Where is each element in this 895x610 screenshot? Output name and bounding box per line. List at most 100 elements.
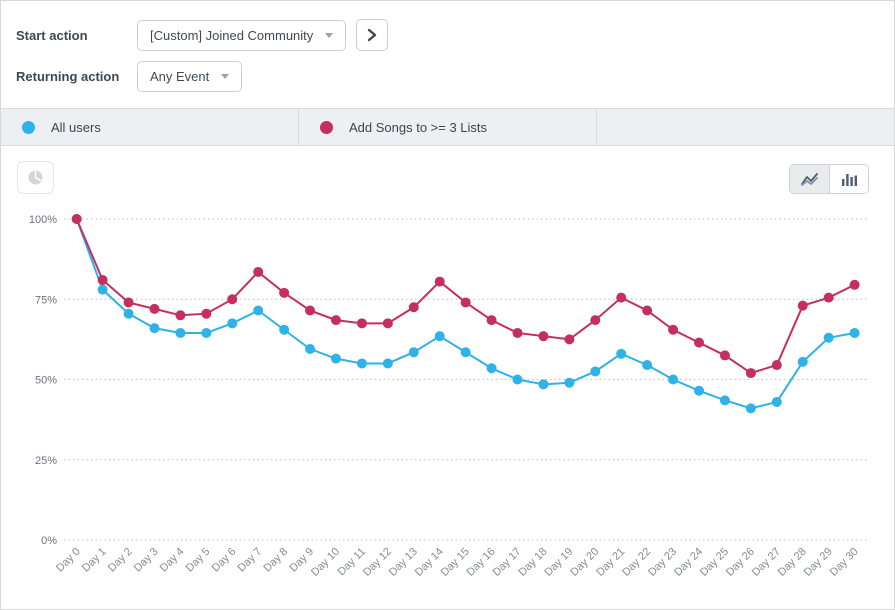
data-point[interactable]	[642, 305, 653, 316]
data-point[interactable]	[201, 308, 212, 319]
data-point[interactable]	[564, 334, 575, 345]
data-point[interactable]	[123, 308, 134, 319]
data-point[interactable]	[201, 327, 212, 338]
series-legend: All users Add Songs to >= 3 Lists	[1, 108, 894, 146]
x-tick-label: Day 30	[828, 546, 861, 579]
data-point[interactable]	[590, 366, 601, 377]
data-point[interactable]	[538, 379, 549, 390]
pie-chart-icon	[28, 170, 43, 185]
data-point[interactable]	[305, 305, 316, 316]
data-point[interactable]	[71, 214, 82, 224]
data-point[interactable]	[331, 353, 341, 364]
data-point[interactable]	[460, 297, 471, 308]
data-point[interactable]	[668, 374, 679, 385]
chart-type-toggle	[789, 164, 869, 194]
data-point[interactable]	[616, 292, 627, 303]
start-action-dropdown[interactable]: [Custom] Joined Community	[137, 19, 347, 51]
returning-action-label: Returning action	[16, 69, 120, 84]
returning-action-row: Returning action Any Event	[16, 61, 243, 92]
data-point[interactable]	[175, 327, 186, 338]
bar-chart-icon	[841, 173, 857, 186]
data-point[interactable]	[279, 287, 290, 298]
legend-label: Add Songs to >= 3 Lists	[349, 119, 488, 135]
x-tick-label: Day 6	[210, 546, 239, 575]
series-color-dot	[22, 120, 35, 134]
x-tick-label: Day 5	[184, 546, 213, 575]
data-point[interactable]	[305, 344, 316, 355]
x-tick-label: Day 7	[236, 546, 265, 575]
x-tick-label: Day 0	[54, 546, 83, 575]
pie-chart-button[interactable]	[17, 161, 54, 194]
data-point[interactable]	[745, 403, 756, 414]
data-point[interactable]	[538, 331, 549, 342]
returning-action-dropdown[interactable]: Any Event	[137, 61, 243, 92]
data-point[interactable]	[356, 318, 367, 329]
data-point[interactable]	[434, 331, 445, 342]
data-point[interactable]	[590, 315, 601, 326]
data-point[interactable]	[745, 368, 756, 379]
data-point[interactable]	[849, 327, 860, 338]
data-point[interactable]	[564, 377, 575, 388]
x-tick-label: Day 4	[158, 546, 187, 575]
y-tick-label: 75%	[35, 294, 57, 306]
data-point[interactable]	[408, 302, 419, 313]
series-color-dot	[320, 120, 333, 134]
data-point[interactable]	[616, 348, 627, 359]
data-point[interactable]	[849, 279, 860, 290]
data-point[interactable]	[771, 360, 782, 371]
y-tick-label: 0%	[41, 535, 57, 547]
data-point[interactable]	[797, 356, 808, 367]
data-point[interactable]	[434, 276, 445, 287]
legend-item-all-users[interactable]: All users	[1, 109, 299, 145]
data-point[interactable]	[408, 347, 419, 358]
data-point[interactable]	[331, 315, 341, 326]
x-tick-label: Day 3	[132, 546, 161, 575]
data-point[interactable]	[279, 324, 290, 335]
data-point[interactable]	[97, 284, 108, 295]
start-action-value: [Custom] Joined Community	[150, 27, 314, 43]
data-point[interactable]	[642, 360, 653, 371]
data-point[interactable]	[694, 385, 705, 396]
data-point[interactable]	[823, 292, 834, 303]
data-point[interactable]	[253, 305, 264, 316]
data-point[interactable]	[382, 318, 393, 329]
data-point[interactable]	[719, 395, 730, 406]
legend-item-add-songs[interactable]: Add Songs to >= 3 Lists	[299, 109, 597, 145]
data-point[interactable]	[227, 318, 238, 329]
chart-panel: 100% 75% 50% 25% 0% Day 0 Day 1 Day 2 Day 3 Day 4…	[1, 146, 894, 609]
x-tick-label: Day 1	[80, 546, 109, 575]
data-point[interactable]	[797, 300, 808, 311]
line-chart-toggle-button[interactable]	[790, 165, 829, 193]
data-point[interactable]	[356, 358, 367, 369]
data-point[interactable]	[486, 315, 497, 326]
data-point[interactable]	[149, 323, 160, 334]
x-tick-label: Day 2	[106, 546, 135, 575]
data-point[interactable]	[382, 358, 393, 369]
data-point[interactable]	[460, 347, 471, 358]
data-point[interactable]	[227, 294, 238, 305]
query-controls: Start action [Custom] Joined Community R…	[1, 1, 894, 108]
data-point[interactable]	[512, 374, 523, 385]
data-point[interactable]	[149, 303, 160, 314]
data-point[interactable]	[486, 363, 497, 374]
y-tick-label: 25%	[35, 455, 57, 467]
legend-label: All users	[51, 119, 101, 135]
data-point[interactable]	[253, 266, 264, 277]
bar-chart-toggle-button[interactable]	[829, 165, 868, 193]
data-point[interactable]	[823, 332, 834, 343]
data-point[interactable]	[694, 337, 705, 348]
chevron-right-icon	[368, 28, 377, 42]
legend-cell-empty	[597, 109, 894, 145]
data-point[interactable]	[175, 310, 186, 321]
data-point[interactable]	[123, 297, 134, 308]
chevron-down-icon	[221, 74, 230, 79]
data-point[interactable]	[512, 327, 523, 338]
data-point[interactable]	[97, 274, 108, 285]
data-point[interactable]	[771, 396, 782, 407]
next-step-button[interactable]	[356, 19, 389, 51]
x-tick-label: Day 10	[309, 546, 342, 579]
data-point[interactable]	[668, 324, 679, 335]
data-point[interactable]	[719, 350, 730, 361]
